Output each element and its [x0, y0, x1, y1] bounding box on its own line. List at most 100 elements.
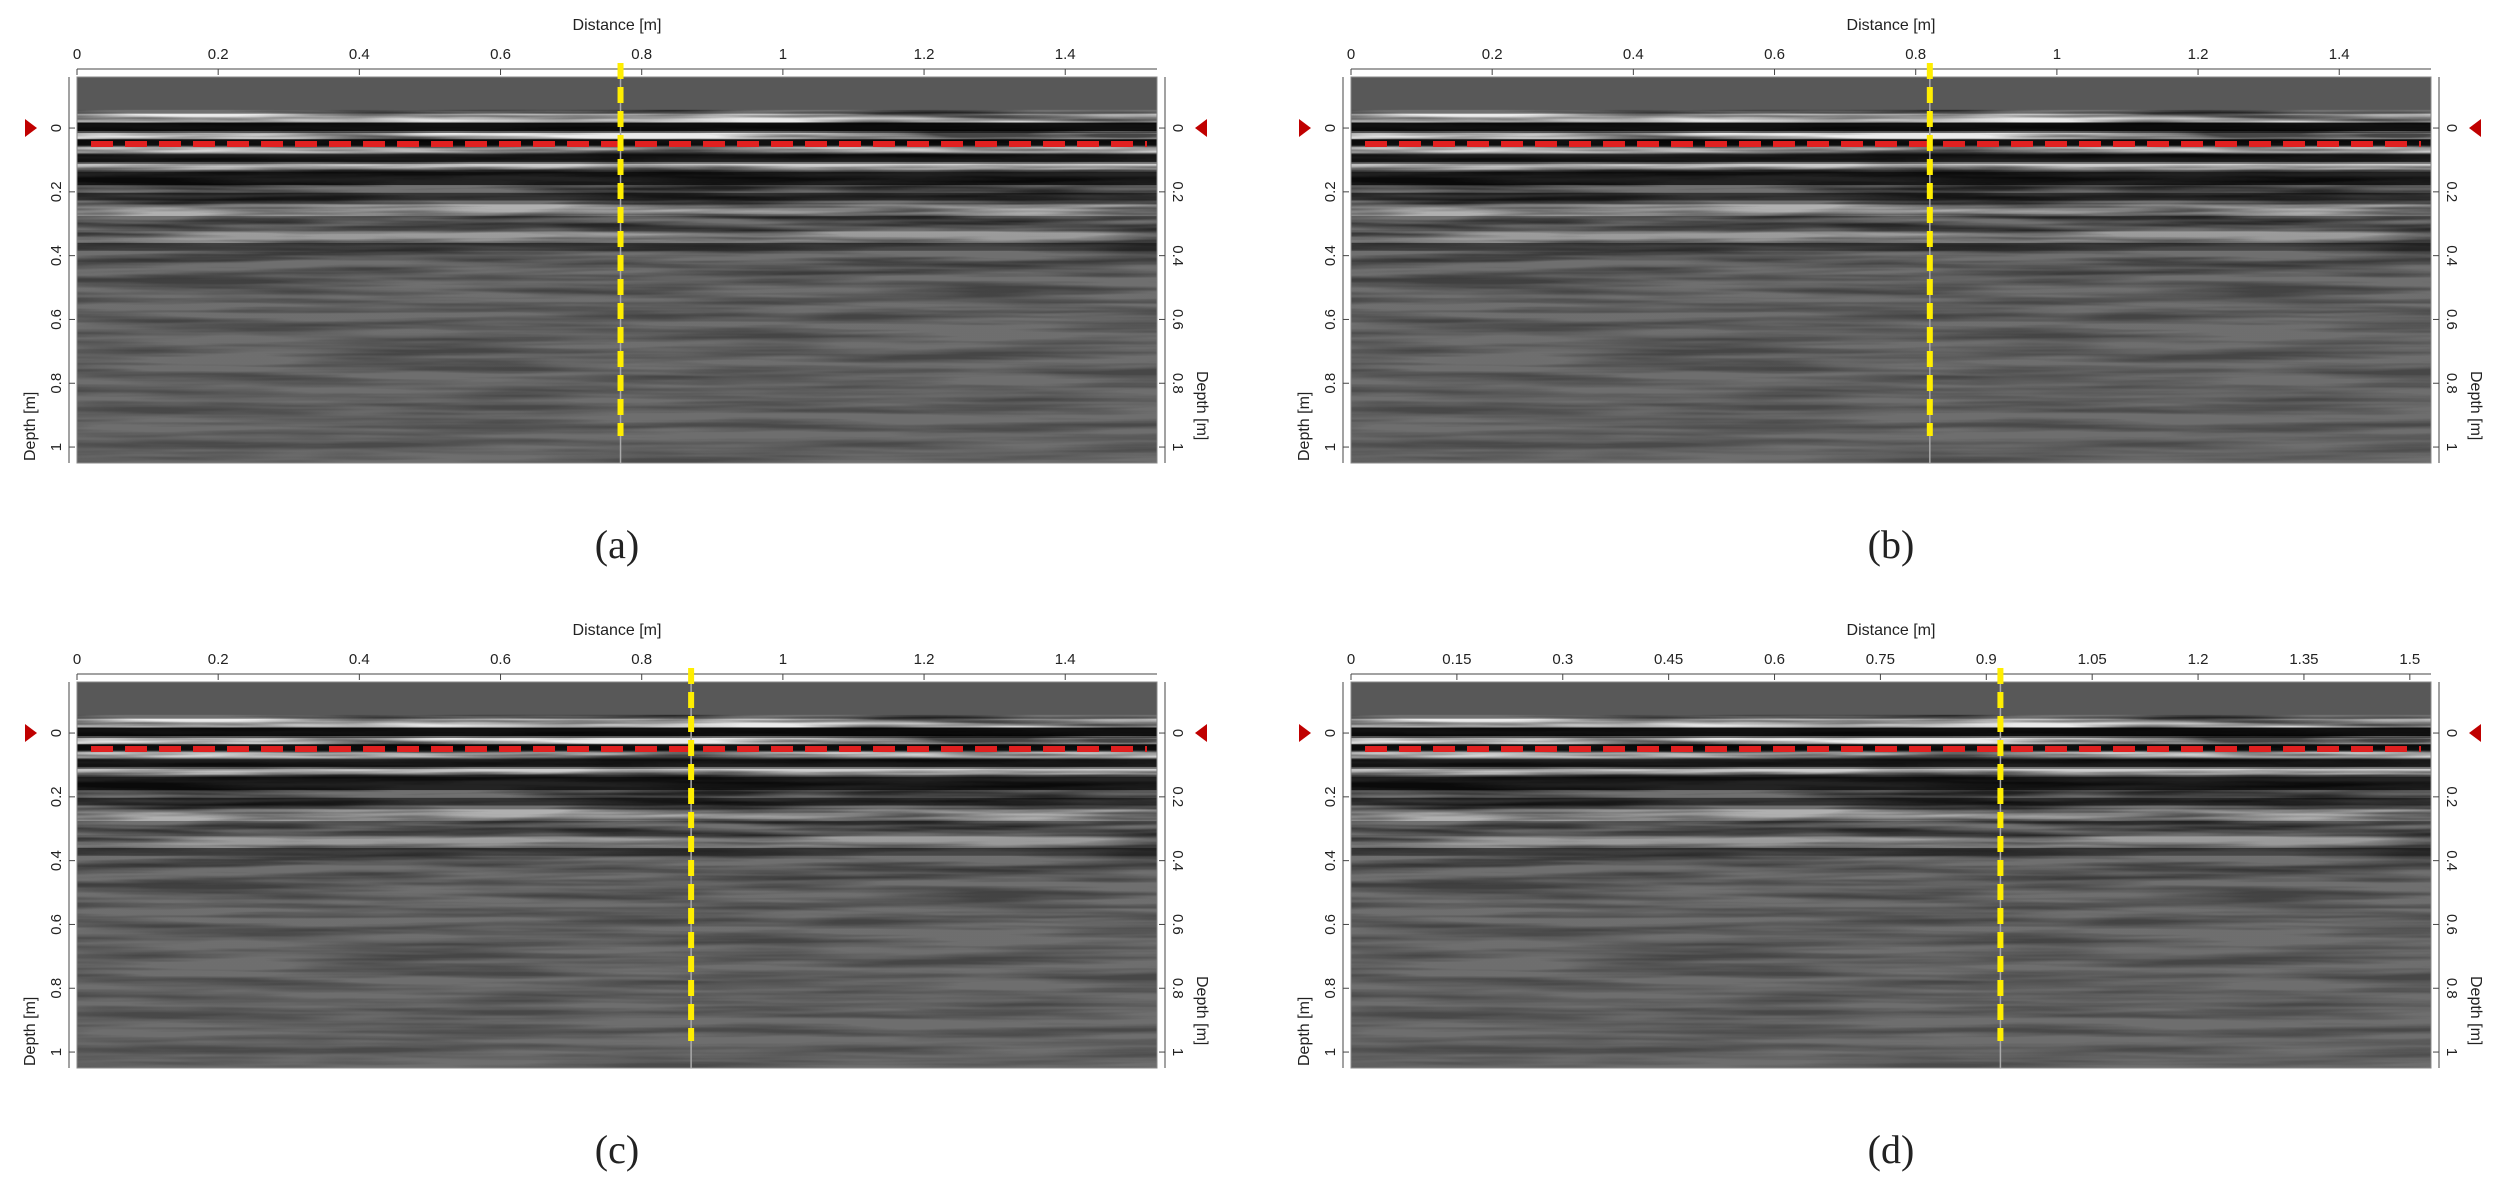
x-tick-label: 1	[779, 46, 787, 63]
y2-tick-label: 0	[1169, 124, 1186, 132]
y-tick-label: 0	[48, 124, 65, 132]
y-tick-label: 0.2	[1322, 786, 1339, 807]
y2-tick-label: 0.8	[1169, 978, 1186, 999]
x-tick-label: 0.8	[631, 651, 652, 668]
y2-tick-label: 0.8	[2443, 373, 2460, 394]
y2-tick-label: 0.6	[1169, 309, 1186, 330]
y2-tick-label: 0.4	[1169, 245, 1186, 266]
y2-axis-title: Depth [m]	[1193, 976, 1210, 1045]
x-tick-label: 0	[73, 46, 81, 63]
y2-tick-label: 0.8	[2443, 978, 2460, 999]
y-tick-label: 0.8	[1322, 373, 1339, 394]
y2-tick-label: 0	[1169, 729, 1186, 737]
radargram-fade	[77, 682, 1157, 1068]
depth-marker-left	[1299, 724, 1311, 743]
x-tick-label: 1.4	[1055, 46, 1076, 63]
x-tick-label: 1.2	[914, 46, 935, 63]
depth-marker-left	[25, 119, 37, 138]
y2-tick-label: 0.4	[2443, 850, 2460, 871]
y2-tick-label: 0	[2443, 124, 2460, 132]
panel-caption: (d)	[1868, 1127, 1915, 1172]
y2-tick-label: 0.6	[2443, 309, 2460, 330]
y-tick-label: 1	[1322, 1048, 1339, 1056]
y-tick-label: 0.6	[48, 914, 65, 935]
x-tick-label: 0.9	[1976, 651, 1997, 668]
x-tick-label: 0.4	[349, 46, 370, 63]
panel-caption: (a)	[595, 522, 639, 567]
air-layer	[1351, 77, 2431, 110]
x-axis-title: Distance [m]	[1847, 622, 1936, 639]
y-tick-label: 0.2	[1322, 181, 1339, 202]
y-axis-title: Depth [m]	[1296, 392, 1313, 461]
y-tick-label: 0.8	[48, 978, 65, 999]
y2-tick-label: 0.6	[2443, 914, 2460, 935]
x-axis-title: Distance [m]	[573, 622, 662, 639]
x-tick-label: 1.2	[914, 651, 935, 668]
y2-tick-label: 1	[2443, 443, 2460, 451]
y2-tick-label: 1	[1169, 443, 1186, 451]
x-tick-label: 0.45	[1654, 651, 1683, 668]
y-tick-label: 0	[1322, 729, 1339, 737]
y-tick-label: 0.6	[1322, 914, 1339, 935]
panel: Distance [m] 0 0.2 0.4 0.6 0.8 1 1.2 1.4 0 0 0.2 0.2…	[22, 622, 1210, 1172]
y-tick-label: 0.6	[48, 309, 65, 330]
x-axis-title: Distance [m]	[573, 17, 662, 34]
x-tick-label: 1	[2053, 46, 2061, 63]
y-tick-label: 0.8	[48, 373, 65, 394]
y-tick-label: 0.4	[48, 245, 65, 266]
x-tick-label: 0.15	[1442, 651, 1471, 668]
radargram-fade	[77, 77, 1157, 463]
y-tick-label: 0.6	[1322, 309, 1339, 330]
x-tick-label: 0.2	[1482, 46, 1503, 63]
plot-frame	[1350, 76, 2432, 464]
air-layer	[77, 682, 1157, 715]
x-tick-label: 0.4	[349, 651, 370, 668]
x-tick-label: 1.35	[2289, 651, 2318, 668]
y2-tick-label: 1	[2443, 1048, 2460, 1056]
y2-tick-label: 0	[2443, 729, 2460, 737]
x-axis-title: Distance [m]	[1847, 17, 1936, 34]
panel: Distance [m] 0 0.2 0.4 0.6 0.8 1 1.2 1.4 0 0 0.2 0.2…	[1296, 17, 2484, 567]
depth-marker-right	[2469, 119, 2481, 138]
x-tick-label: 0.2	[208, 46, 229, 63]
x-tick-label: 1.05	[2078, 651, 2107, 668]
panel: Distance [m] 0 0.15 0.3 0.45 0.6 0.75 0.9 1.05 1.…	[1296, 622, 2484, 1172]
y-tick-label: 0.2	[48, 786, 65, 807]
x-tick-label: 1.4	[2329, 46, 2350, 63]
radargram-fade	[1351, 77, 2431, 463]
x-tick-label: 0.6	[490, 651, 511, 668]
y2-tick-label: 0.4	[2443, 245, 2460, 266]
panel-caption: (c)	[595, 1127, 639, 1172]
plot-frame	[76, 681, 1158, 1069]
y-tick-label: 1	[48, 443, 65, 451]
air-layer	[1351, 682, 2431, 715]
x-tick-label: 0.6	[490, 46, 511, 63]
y-tick-label: 0.8	[1322, 978, 1339, 999]
x-tick-label: 1	[779, 651, 787, 668]
air-layer	[77, 77, 1157, 110]
x-tick-label: 0.75	[1866, 651, 1895, 668]
y-tick-label: 0	[48, 729, 65, 737]
x-tick-label: 1.4	[1055, 651, 1076, 668]
x-tick-label: 0.6	[1764, 651, 1785, 668]
x-tick-label: 0	[73, 651, 81, 668]
depth-marker-left	[1299, 119, 1311, 138]
y-tick-label: 0.2	[48, 181, 65, 202]
y2-axis-title: Depth [m]	[2467, 371, 2484, 440]
y-axis-title: Depth [m]	[22, 392, 39, 461]
depth-marker-right	[1195, 724, 1207, 743]
plot-frame	[1350, 681, 2432, 1069]
radargram-fade	[1351, 682, 2431, 1068]
y2-tick-label: 0.4	[1169, 850, 1186, 871]
y-tick-label: 0.4	[1322, 850, 1339, 871]
y-tick-label: 1	[48, 1048, 65, 1056]
y-tick-label: 0	[1322, 124, 1339, 132]
x-tick-label: 0.8	[631, 46, 652, 63]
y2-tick-label: 0.2	[1169, 181, 1186, 202]
x-tick-label: 0.6	[1764, 46, 1785, 63]
y2-axis-title: Depth [m]	[2467, 976, 2484, 1045]
plot-frame	[76, 76, 1158, 464]
y-tick-label: 0.4	[48, 850, 65, 871]
x-tick-label: 0	[1347, 651, 1355, 668]
